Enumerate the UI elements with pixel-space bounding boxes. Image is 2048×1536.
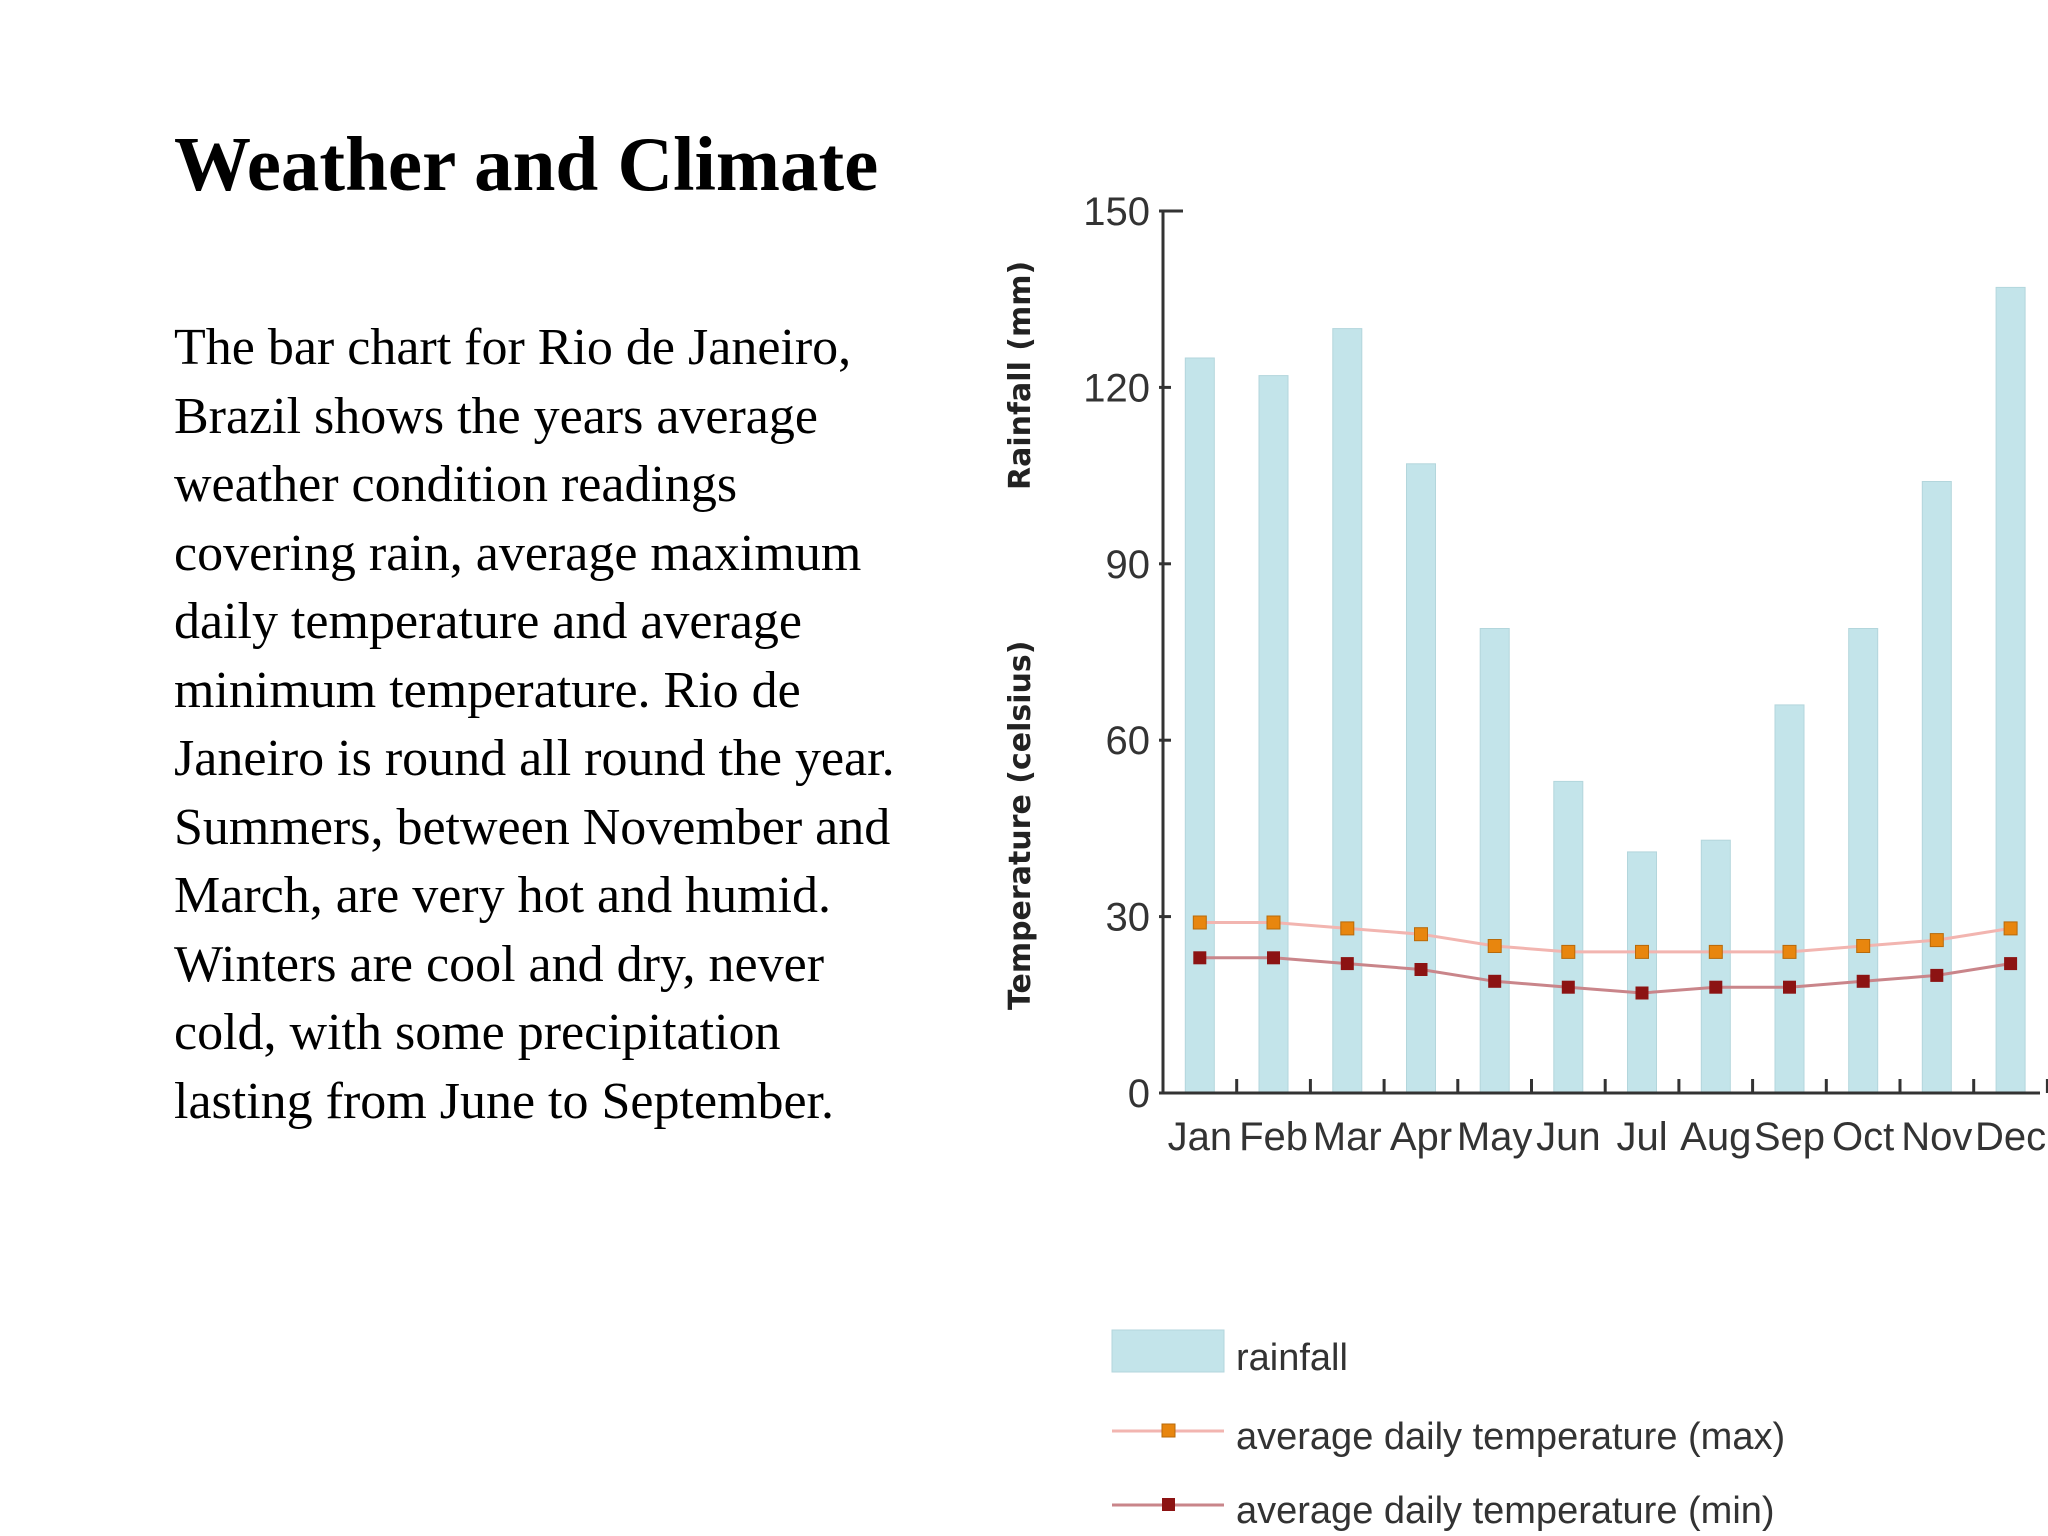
temp-min-marker-jul [1635, 986, 1649, 1000]
temp-max-marker-dec [2003, 921, 2018, 936]
x-tick-label-aug: Aug [1680, 1115, 1751, 1159]
rainfall-bar-nov [1921, 481, 1952, 1094]
temp-max-marker-jun [1561, 944, 1576, 959]
temp-min-marker-may [1488, 974, 1502, 988]
rainfall-bar-sep [1774, 704, 1805, 1094]
temp-max-marker-jan [1192, 915, 1207, 930]
temp-min-marker-dec [2004, 957, 2018, 971]
legend-min-label: average daily temperature (min) [1236, 1490, 1775, 1532]
rainfall-bar-mar [1332, 328, 1363, 1094]
temp-min-line [1199, 956, 2011, 995]
y-tick-label: 60 [1106, 719, 1151, 763]
temp-max-marker-nov [1929, 933, 1944, 948]
x-tick-label-dec: Dec [1975, 1115, 2046, 1159]
temp-min-marker-nov [1930, 968, 1944, 982]
x-tick-label-apr: Apr [1390, 1115, 1452, 1159]
x-tick-label-jun: Jun [1536, 1115, 1601, 1159]
y-tick-label: 150 [1083, 190, 1150, 234]
legend-rainfall-label: rainfall [1236, 1337, 1348, 1379]
temp-max-line [1199, 921, 2011, 954]
y-tick-label: 90 [1106, 543, 1151, 587]
slide-title: Weather and Climate [174, 121, 879, 207]
y-tick-label: 0 [1128, 1072, 1150, 1116]
temp-max-marker-mar [1340, 921, 1355, 936]
y-axis-label-rainfall: Rainfall (mm) [1003, 261, 1038, 490]
temp-max-marker-feb [1266, 915, 1281, 930]
x-tick-label-nov: Nov [1901, 1115, 1972, 1159]
x-tick-label-jan: Jan [1168, 1115, 1233, 1159]
y-tick-label: 120 [1083, 366, 1150, 410]
rainfall-bar-oct [1848, 628, 1879, 1094]
rainfall-bar-feb [1258, 375, 1289, 1094]
temp-max-marker-aug [1708, 944, 1723, 959]
temp-max-marker-apr [1414, 927, 1428, 942]
temp-max-marker-may [1487, 939, 1502, 953]
rainfall-bar-jul [1627, 851, 1657, 1094]
x-tick-label-feb: Feb [1239, 1115, 1308, 1159]
x-tick-label-oct: Oct [1832, 1115, 1894, 1159]
rainfall-bar-may [1479, 628, 1510, 1094]
rainfall-bar-jun [1553, 780, 1584, 1094]
temp-min-marker-oct [1856, 974, 1870, 988]
legend-max-label: average daily temperature (max) [1236, 1416, 1785, 1458]
rainfall-bar-apr [1406, 463, 1436, 1094]
temp-min-marker-aug [1709, 980, 1723, 994]
legend-max-marker [1161, 1423, 1176, 1438]
x-tick-label-may: May [1457, 1115, 1533, 1159]
temp-min-marker-jan [1193, 951, 1207, 965]
rainfall-bar-dec [1995, 286, 2026, 1094]
rainfall-bar-jan [1184, 357, 1215, 1094]
rainfall-bar-aug [1700, 839, 1731, 1094]
legend-min-marker [1162, 1498, 1175, 1511]
temp-min-marker-mar [1340, 957, 1354, 971]
temp-min-marker-feb [1267, 951, 1280, 965]
temp-max-marker-jul [1635, 944, 1649, 959]
y-tick-label: 30 [1106, 896, 1151, 940]
legend-rainfall-swatch [1111, 1329, 1225, 1373]
slide-body: The bar chart for Rio de Janeiro, Brazil… [174, 319, 895, 1130]
x-tick-label-mar: Mar [1313, 1115, 1382, 1159]
x-tick-label-sep: Sep [1754, 1115, 1825, 1159]
temp-min-marker-apr [1414, 963, 1428, 976]
temp-max-marker-oct [1856, 939, 1871, 953]
temp-min-marker-jun [1561, 980, 1575, 994]
temp-max-marker-sep [1782, 944, 1797, 959]
x-tick-label-jul: Jul [1616, 1115, 1667, 1159]
temp-min-marker-sep [1783, 980, 1796, 994]
y-axis-label-temperature: Temperature (celsius) [1003, 641, 1038, 1010]
